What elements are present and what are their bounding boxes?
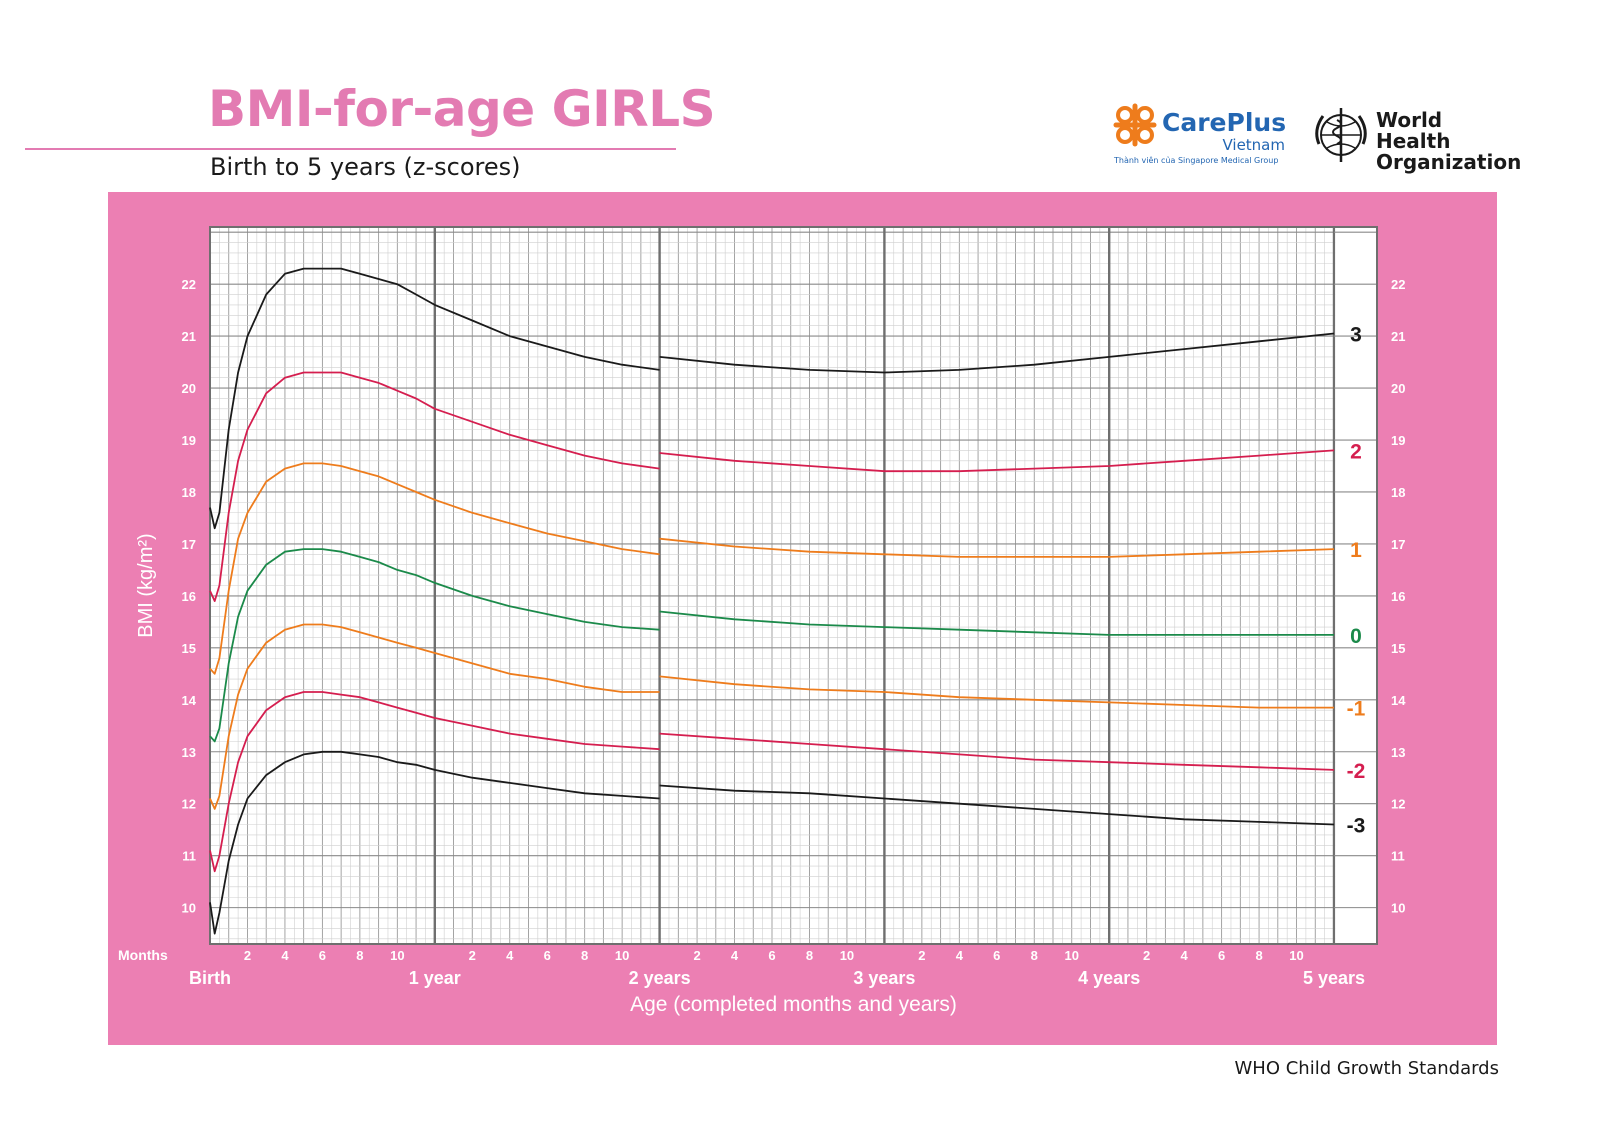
who-logo: World Health Organization: [1310, 104, 1521, 173]
z-score-label: -1: [1347, 698, 1366, 721]
x-axis-title: Age (completed months and years): [630, 993, 957, 1016]
x-month-tick-label: 10: [840, 948, 854, 963]
z-score-label: -2: [1347, 760, 1366, 783]
x-month-tick-label: 2: [469, 948, 476, 963]
x-month-tick-label: 4: [1181, 948, 1189, 963]
x-unit-label: Months: [118, 947, 168, 963]
x-year-label: Birth: [189, 968, 231, 988]
x-month-tick-label: 10: [1064, 948, 1078, 963]
z-score-line--3: [209, 750, 660, 935]
careplus-cross-icon: [1113, 103, 1157, 147]
x-month-tick-label: 10: [390, 948, 404, 963]
x-year-label: 1 year: [409, 968, 461, 988]
z-score-line-1: [659, 537, 1335, 558]
y-tick-label: 12: [182, 797, 196, 812]
z-score-line--1: [209, 623, 660, 810]
x-month-tick-label: 8: [581, 948, 588, 963]
chart-panel: 3 2 1 0 -1 -2 -3 10 10 11 11 12 12 13 13 14 14 15 15 16 16 17…: [108, 192, 1497, 1045]
careplus-tagline: Thành viên của Singapore Medical Group: [1114, 156, 1279, 165]
x-month-tick-label: 2: [1143, 948, 1150, 963]
y-tick-label: 22: [1391, 277, 1405, 292]
y-tick-label: 21: [1391, 329, 1405, 344]
y-tick-label: 17: [182, 537, 196, 552]
careplus-country: Vietnam: [1222, 136, 1285, 154]
y-tick-label: 16: [182, 589, 196, 604]
z-score-line-3: [209, 267, 660, 530]
y-tick-label: 16: [1391, 589, 1405, 604]
x-year-label: 5 years: [1303, 968, 1365, 988]
y-tick-label: 22: [182, 277, 196, 292]
z-score-label: 1: [1350, 539, 1362, 562]
x-month-tick-label: 6: [319, 948, 326, 963]
x-month-tick-label: 6: [544, 948, 551, 963]
z-score-line-2: [659, 449, 1335, 473]
x-month-tick-label: 8: [1255, 948, 1262, 963]
z-score-label: 2: [1350, 440, 1362, 463]
plot-border: [209, 226, 1378, 945]
y-tick-label: 21: [182, 329, 196, 344]
z-score-label: -3: [1347, 815, 1366, 838]
y-tick-label: 18: [182, 485, 196, 500]
x-month-tick-label: 6: [1218, 948, 1225, 963]
x-month-tick-label: 6: [993, 948, 1000, 963]
page-title: BMI-for-age GIRLS: [208, 80, 716, 138]
x-year-label: 4 years: [1078, 968, 1140, 988]
careplus-name: CarePlus: [1162, 108, 1287, 137]
x-month-tick-label: 8: [1031, 948, 1038, 963]
z-score-line-2: [209, 371, 660, 602]
z-score-line-0: [659, 610, 1334, 636]
z-score-line-1: [209, 462, 660, 675]
y-tick-label: 10: [182, 901, 196, 916]
x-month-tick-label: 6: [768, 948, 775, 963]
zscore-label-strip: [1335, 227, 1377, 944]
y-tick-label: 15: [1391, 641, 1405, 656]
x-month-tick-label: 4: [956, 948, 964, 963]
y-axis-title: BMI (kg/m²): [135, 533, 157, 637]
z-score-line--2: [659, 732, 1335, 771]
footer-source: WHO Child Growth Standards: [1234, 1058, 1500, 1079]
z-score-label: 0: [1350, 625, 1362, 648]
z-score-label: 3: [1350, 324, 1362, 347]
x-month-tick-label: 8: [806, 948, 813, 963]
x-month-tick-label: 2: [244, 948, 251, 963]
y-tick-label: 12: [1391, 797, 1405, 812]
who-emblem-icon: [1315, 108, 1367, 162]
x-month-tick-label: 10: [615, 948, 629, 963]
x-month-tick-label: 10: [1289, 948, 1303, 963]
y-tick-label: 10: [1391, 901, 1405, 916]
y-tick-label: 18: [1391, 485, 1405, 500]
y-tick-label: 15: [182, 641, 196, 656]
x-month-tick-label: 2: [918, 948, 925, 963]
y-tick-label: 11: [182, 849, 196, 864]
y-tick-label: 17: [1391, 537, 1405, 552]
x-month-tick-label: 8: [356, 948, 363, 963]
y-tick-label: 14: [1391, 693, 1406, 708]
z-score-line--3: [659, 784, 1335, 826]
y-tick-label: 14: [182, 693, 197, 708]
y-tick-label: 13: [1391, 745, 1405, 760]
y-tick-label: 19: [182, 433, 196, 448]
y-tick-label: 13: [182, 745, 196, 760]
y-tick-label: 20: [1391, 381, 1405, 396]
y-tick-label: 19: [1391, 433, 1405, 448]
who-name: World Health Organization: [1376, 108, 1522, 174]
z-score-line-3: [659, 332, 1335, 374]
x-year-label: 3 years: [853, 968, 915, 988]
x-month-tick-label: 4: [506, 948, 514, 963]
z-score-line--2: [209, 691, 660, 873]
x-month-tick-label: 4: [281, 948, 289, 963]
y-tick-label: 20: [182, 381, 196, 396]
page-subtitle: Birth to 5 years (z-scores): [210, 153, 521, 181]
x-month-tick-label: 4: [731, 948, 739, 963]
careplus-logo: CarePlus Vietnam Thành viên của Singapor…: [1110, 96, 1287, 168]
y-tick-label: 11: [1391, 849, 1405, 864]
z-score-line--1: [659, 675, 1334, 709]
x-month-tick-label: 2: [693, 948, 700, 963]
x-year-label: 2 years: [629, 968, 691, 988]
title-underline: [25, 148, 676, 150]
z-score-line-0: [209, 548, 660, 743]
